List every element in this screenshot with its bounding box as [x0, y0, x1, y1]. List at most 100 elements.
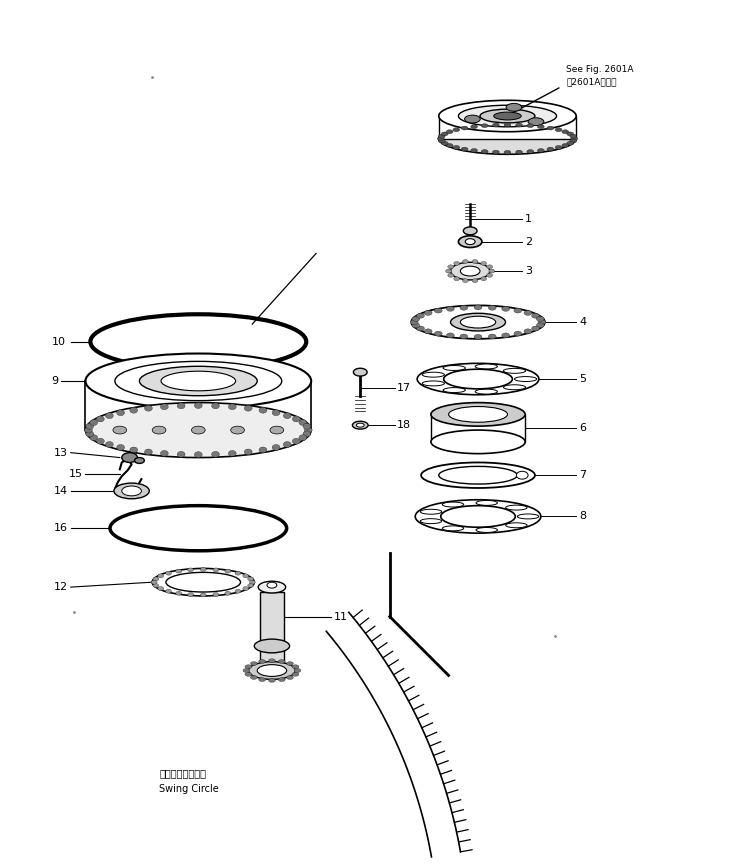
Text: Swing Circle: Swing Circle: [159, 785, 219, 794]
Ellipse shape: [472, 260, 478, 264]
Ellipse shape: [518, 514, 539, 519]
Ellipse shape: [465, 239, 475, 245]
Ellipse shape: [515, 123, 523, 127]
Text: 12: 12: [54, 582, 68, 592]
Ellipse shape: [448, 273, 454, 277]
Ellipse shape: [444, 369, 512, 389]
Ellipse shape: [412, 317, 420, 321]
Ellipse shape: [449, 406, 507, 422]
Text: 1: 1: [525, 214, 532, 224]
Ellipse shape: [176, 591, 182, 595]
Ellipse shape: [442, 502, 464, 507]
Ellipse shape: [176, 569, 182, 573]
Ellipse shape: [447, 306, 454, 312]
Ellipse shape: [270, 426, 283, 434]
Ellipse shape: [245, 673, 252, 676]
Ellipse shape: [492, 150, 500, 155]
Ellipse shape: [122, 452, 138, 463]
Ellipse shape: [165, 571, 171, 575]
Ellipse shape: [475, 389, 497, 394]
Ellipse shape: [191, 426, 205, 434]
Ellipse shape: [228, 404, 236, 410]
Ellipse shape: [85, 353, 311, 409]
Ellipse shape: [152, 569, 254, 596]
Ellipse shape: [502, 306, 509, 312]
Ellipse shape: [251, 661, 257, 666]
Ellipse shape: [269, 659, 275, 662]
Ellipse shape: [299, 419, 307, 425]
Ellipse shape: [489, 269, 494, 273]
Ellipse shape: [225, 569, 230, 573]
Text: 6: 6: [579, 423, 586, 433]
Ellipse shape: [160, 450, 168, 457]
Ellipse shape: [243, 587, 248, 590]
Ellipse shape: [503, 385, 526, 390]
Ellipse shape: [481, 261, 487, 266]
Ellipse shape: [114, 483, 150, 499]
Ellipse shape: [528, 118, 544, 126]
Ellipse shape: [245, 449, 252, 455]
Text: 7: 7: [579, 470, 586, 480]
Ellipse shape: [259, 407, 267, 413]
Ellipse shape: [435, 332, 442, 336]
Text: See Fig. 2601A: See Fig. 2601A: [566, 65, 634, 75]
Ellipse shape: [420, 519, 442, 523]
Ellipse shape: [304, 427, 312, 433]
Ellipse shape: [152, 426, 166, 434]
Ellipse shape: [462, 279, 468, 283]
Ellipse shape: [122, 486, 141, 496]
Ellipse shape: [454, 277, 460, 280]
Ellipse shape: [567, 132, 574, 136]
Ellipse shape: [536, 317, 544, 321]
Ellipse shape: [269, 679, 275, 682]
Ellipse shape: [474, 305, 482, 310]
Ellipse shape: [411, 306, 545, 339]
Polygon shape: [85, 381, 311, 430]
Ellipse shape: [200, 568, 206, 571]
Ellipse shape: [258, 582, 286, 593]
Ellipse shape: [547, 126, 554, 130]
Ellipse shape: [424, 311, 432, 315]
Ellipse shape: [153, 577, 159, 581]
Text: 16: 16: [54, 523, 68, 533]
Ellipse shape: [130, 447, 138, 453]
Ellipse shape: [443, 388, 465, 392]
Ellipse shape: [453, 146, 460, 149]
Text: 10: 10: [52, 337, 66, 346]
Ellipse shape: [292, 673, 299, 676]
Ellipse shape: [412, 323, 420, 328]
Ellipse shape: [248, 661, 295, 680]
Ellipse shape: [85, 427, 92, 433]
Ellipse shape: [356, 424, 364, 427]
Ellipse shape: [532, 313, 539, 319]
Text: 9: 9: [51, 376, 58, 386]
Ellipse shape: [283, 442, 291, 447]
Ellipse shape: [438, 135, 445, 138]
Ellipse shape: [527, 124, 534, 128]
Ellipse shape: [506, 505, 527, 510]
Ellipse shape: [117, 410, 124, 416]
Ellipse shape: [267, 582, 277, 589]
Ellipse shape: [537, 125, 545, 128]
Ellipse shape: [503, 368, 526, 373]
Ellipse shape: [286, 661, 293, 666]
Ellipse shape: [86, 431, 94, 437]
Ellipse shape: [353, 368, 367, 376]
Ellipse shape: [212, 403, 219, 409]
Ellipse shape: [249, 580, 255, 584]
Ellipse shape: [151, 580, 157, 584]
Ellipse shape: [438, 136, 444, 141]
Ellipse shape: [567, 141, 574, 145]
Text: 3: 3: [525, 266, 532, 276]
Ellipse shape: [570, 135, 577, 138]
Ellipse shape: [446, 269, 452, 273]
Ellipse shape: [555, 128, 562, 132]
Ellipse shape: [494, 112, 521, 120]
Ellipse shape: [161, 372, 236, 391]
Ellipse shape: [488, 306, 496, 310]
Ellipse shape: [117, 444, 124, 450]
Ellipse shape: [538, 319, 546, 325]
Ellipse shape: [421, 463, 535, 488]
Ellipse shape: [441, 132, 448, 136]
Ellipse shape: [475, 364, 497, 369]
